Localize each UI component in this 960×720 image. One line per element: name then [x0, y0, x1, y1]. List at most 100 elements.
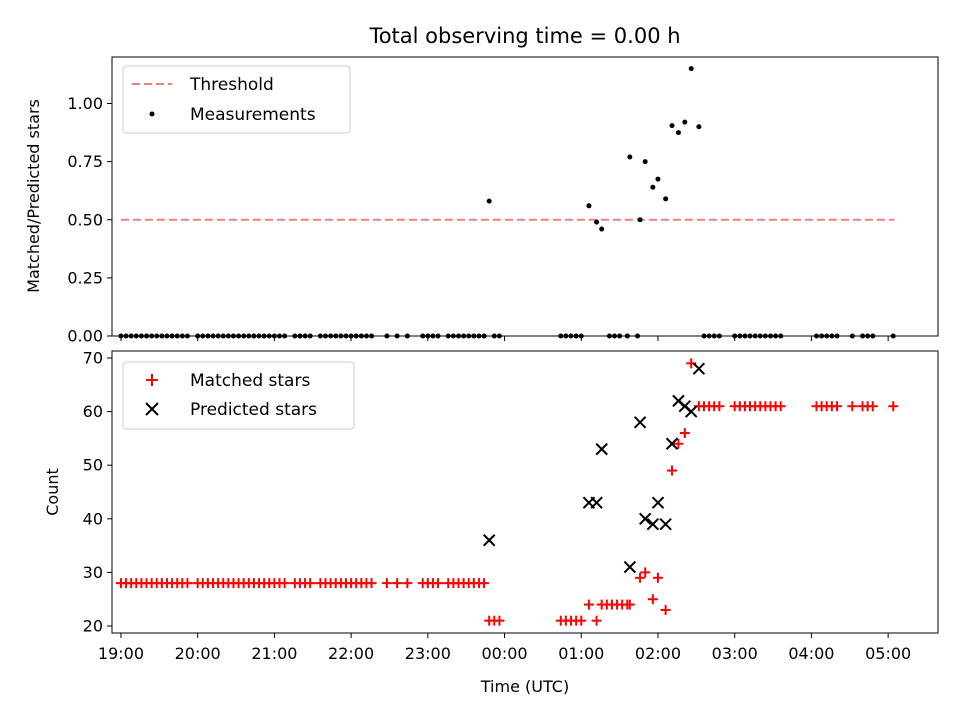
predicted-star-point [685, 405, 698, 418]
measurement-point [642, 159, 648, 165]
bottom-x-axis-label: Time (UTC) [480, 677, 569, 696]
matched-star-point [392, 578, 403, 589]
top-legend: Threshold Measurements [122, 65, 351, 134]
matched-star-point [847, 401, 858, 412]
predicted-star-b [646, 517, 660, 531]
matched-star-point [305, 578, 316, 589]
top-y-tick-label: 0.75 [67, 152, 103, 171]
predicted-star-b [678, 400, 692, 413]
bottom-x-tick-label: 19:00 [98, 644, 144, 663]
matched-star-point [652, 572, 663, 583]
measurement-point [669, 123, 675, 129]
predicted-star-point [482, 534, 496, 547]
matched-star-point [591, 615, 602, 626]
measurement-point [594, 219, 600, 225]
top-y-ticks: 0.00 0.25 0.50 0.75 1.00 [67, 94, 112, 346]
legend-matched-swatch [146, 374, 158, 386]
predicted-star-point [633, 416, 647, 429]
bottom-y-axis-label: Count [43, 468, 62, 516]
bottom-y-tick-label: 40 [83, 509, 103, 528]
predicted-star-point [665, 437, 679, 450]
matched-star-point [433, 578, 444, 589]
matched-star-point [714, 401, 725, 412]
legend-measurements-label: Measurements [190, 105, 316, 125]
matched-star-point [479, 578, 490, 589]
bottom-plot-marks [115, 358, 899, 626]
matched-star-point [635, 572, 646, 583]
measurement-point [663, 196, 669, 202]
matched-star-point [583, 599, 594, 610]
predicted-star-b [659, 517, 672, 531]
measurement-point [637, 217, 643, 223]
predicted-star-point [646, 517, 660, 531]
measurement-point [486, 198, 492, 204]
predicted-star-b [623, 560, 637, 574]
measurement-point [682, 119, 688, 125]
predicted-star-b [590, 496, 603, 509]
measurement-point [696, 124, 702, 130]
matched-star-point [679, 428, 690, 439]
top-chart-title: Total observing time = 0.00 h [368, 24, 680, 48]
measurement-point [650, 184, 656, 190]
predicted-star-b [651, 496, 665, 509]
bottom-x-tick-label: 23:00 [405, 644, 451, 663]
bottom-y-tick-label: 20 [83, 617, 103, 636]
legend-measurements-swatch [149, 111, 155, 117]
bottom-x-tick-label: 05:00 [865, 644, 911, 663]
predicted-star-point [623, 560, 637, 574]
legend-predicted-label: Predicted stars [190, 400, 317, 420]
top-y-tick-label: 0.50 [67, 210, 103, 229]
matched-star-point [647, 594, 658, 605]
matched-star-point [867, 401, 878, 412]
matched-star-point [660, 604, 671, 615]
predicted-star-b [633, 416, 647, 429]
bottom-legend: Matched stars Predicted stars [122, 361, 355, 430]
bottom-x-ticks: 19:00 20:00 21:00 22:00 23:00 00:00 01:00 02:00… [98, 633, 911, 663]
predicted-star-b [595, 442, 608, 456]
predicted-star-b [665, 437, 679, 450]
top-y-tick-label: 1.00 [67, 94, 103, 113]
bottom-legend-box [122, 361, 355, 430]
measurement-point [599, 226, 605, 232]
matched-star-point [576, 615, 587, 626]
predicted-star-b [638, 512, 652, 526]
matched-star-point [640, 567, 651, 578]
bottom-x-tick-label: 02:00 [635, 644, 681, 663]
matched-star-point [182, 578, 193, 589]
predicted-star-b [692, 362, 706, 375]
matched-star-point [831, 401, 842, 412]
measurement-point [688, 66, 694, 72]
predicted-star-point [692, 362, 706, 375]
legend-predicted-swatch [145, 402, 159, 416]
legend-matched-label: Matched stars [190, 371, 310, 391]
predicted-star-point [638, 512, 652, 526]
top-y-axis-label: Matched/Predicted stars [24, 99, 43, 293]
matched-star-point [667, 465, 678, 476]
matched-star-point [494, 615, 505, 626]
bottom-y-ticks: 20 30 40 50 60 70 [83, 348, 112, 636]
top-y-tick-label: 0.25 [67, 268, 103, 287]
matched-star-point [888, 401, 899, 412]
matched-star-point [673, 438, 684, 449]
top-plot-frame [111, 56, 939, 337]
predicted-star-point [590, 496, 603, 509]
bottom-x-tick-label: 04:00 [788, 644, 834, 663]
predicted-star-b [685, 405, 698, 418]
top-y-tick-label: 0.00 [67, 327, 103, 346]
legend-threshold-label: Threshold [189, 75, 274, 95]
measurement-point [655, 176, 661, 182]
matched-star-point [775, 401, 786, 412]
matched-star-point [624, 599, 635, 610]
bottom-y-tick-label: 60 [83, 402, 103, 421]
matched-star-point [366, 578, 377, 589]
measurement-point [586, 203, 592, 209]
matched-star-point [381, 578, 392, 589]
predicted-star-point [651, 496, 665, 509]
bottom-y-tick-label: 70 [83, 348, 103, 367]
measurement-point [675, 130, 681, 136]
bottom-y-tick-label: 30 [83, 563, 103, 582]
matched-star-point [402, 578, 413, 589]
matched-star-point [279, 578, 290, 589]
predicted-star-point [595, 442, 608, 456]
